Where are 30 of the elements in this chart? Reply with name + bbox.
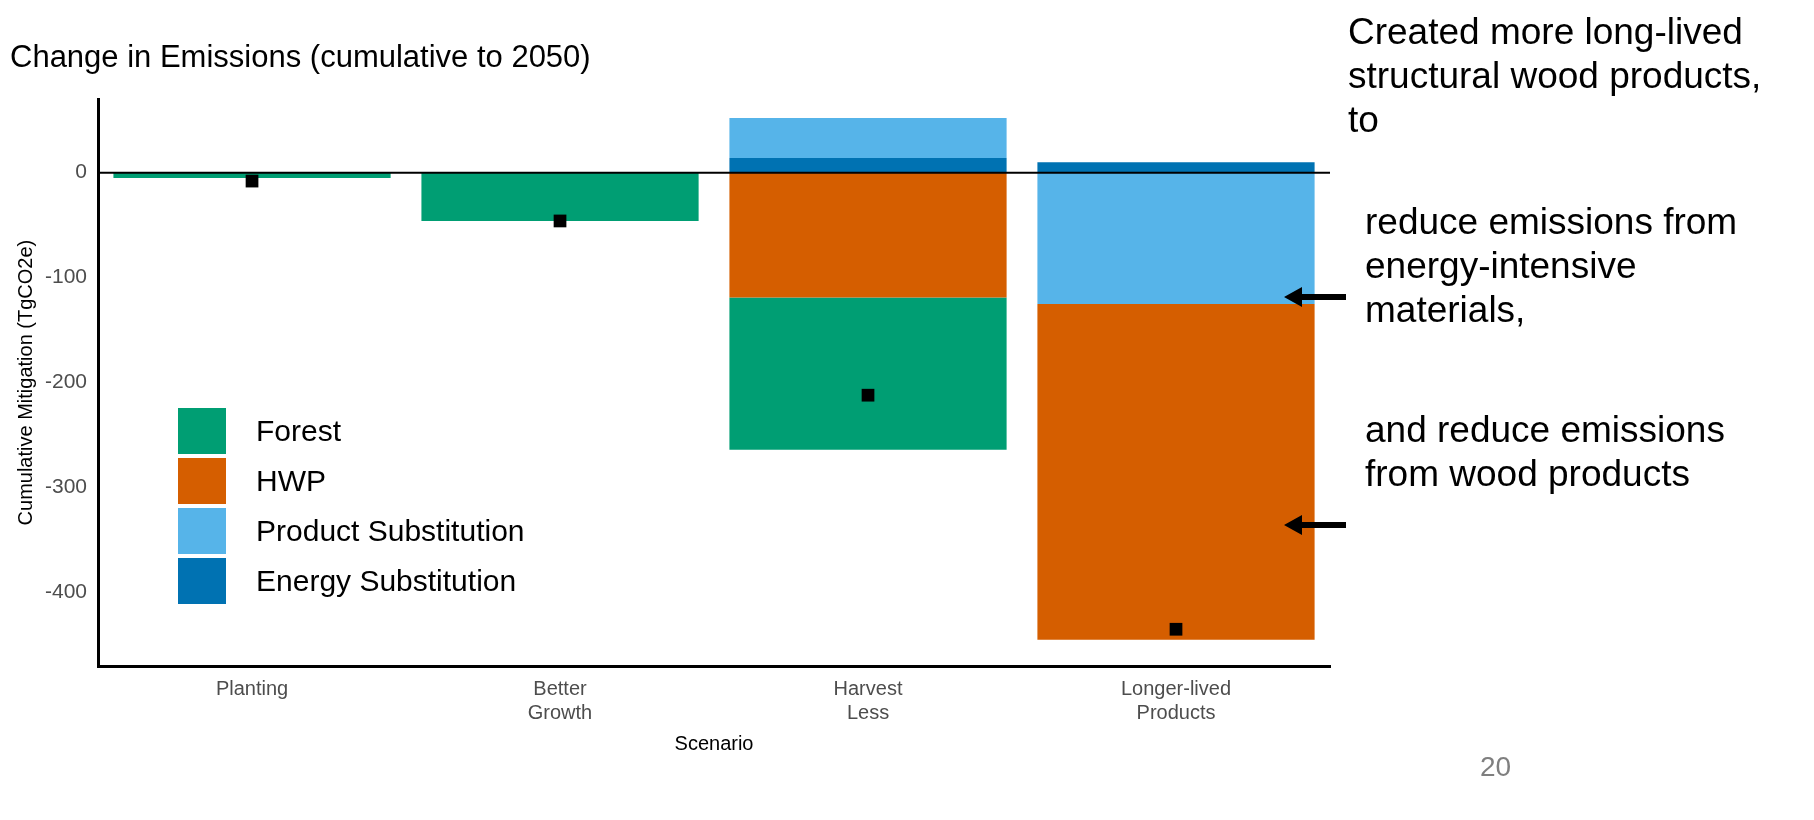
text: and reduce emissions from wood products [1365, 408, 1726, 496]
text: reduce emissions from energy-intensive materials, [1365, 200, 1739, 332]
point [1169, 622, 1183, 636]
x-tick-label: Better Growth [527, 676, 593, 723]
y-tick-label: -100 [45, 264, 88, 288]
legend-label: Forest [256, 414, 342, 448]
y-tick-label: 0 [75, 159, 88, 183]
chart-title: Change in Emissions (cumulative to 2050) [10, 39, 591, 75]
x-tick-label: Planting [215, 676, 289, 699]
bar [1037, 162, 1315, 173]
legend-label: Energy Substitution [256, 564, 517, 598]
x-axis-title: Scenario [674, 731, 754, 754]
text: Created more long-lived structural wood products, to [1348, 10, 1763, 142]
bar [1037, 172, 1315, 304]
y-axis-title: Cumulative Mitigation (TgCO2e) [13, 239, 36, 526]
bar [729, 297, 1007, 450]
text: 20 [1480, 750, 1513, 784]
bar [421, 172, 699, 221]
bar [729, 172, 1007, 298]
x-tick-label: Longer-lived Products [1120, 676, 1232, 723]
legend-label: HWP [256, 464, 327, 498]
bar [729, 157, 1007, 173]
y-tick-label: -200 [45, 369, 88, 393]
bar [1037, 303, 1315, 640]
x-tick-label: Harvest Less [833, 676, 903, 723]
legend-label: Product Substitution [256, 514, 525, 548]
y-tick-label: -300 [45, 474, 88, 498]
y-tick-label: -400 [45, 579, 88, 603]
bar [729, 118, 1007, 158]
point [861, 388, 875, 402]
